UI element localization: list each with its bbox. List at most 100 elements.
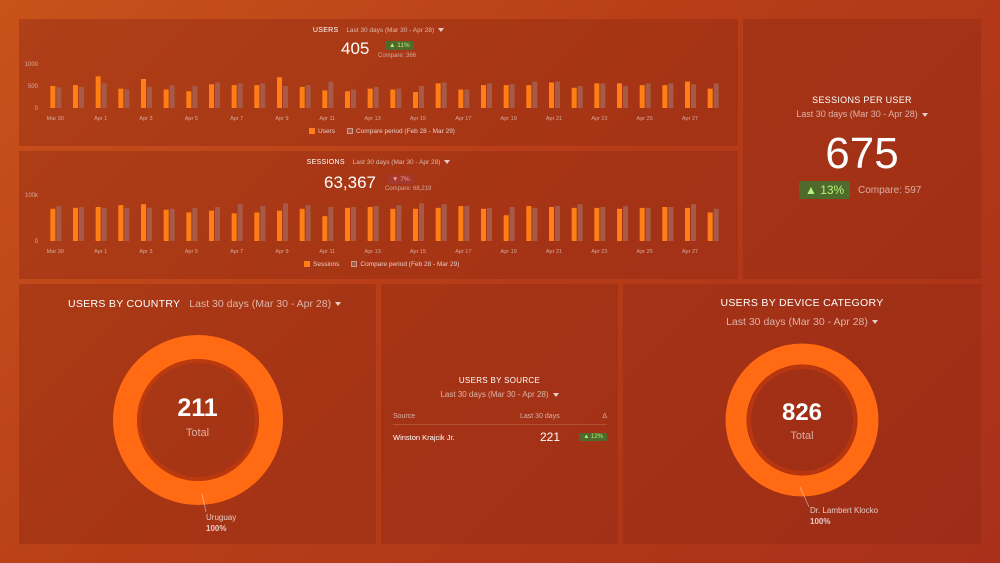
bar-primary[interactable] — [435, 207, 441, 241]
bar-primary[interactable] — [118, 88, 124, 108]
col-last-30-days[interactable]: Last 30 days — [520, 413, 560, 420]
bar-primary[interactable] — [254, 85, 260, 108]
bar-primary[interactable] — [707, 88, 713, 108]
bar-primary[interactable] — [549, 206, 554, 241]
bar-compare[interactable] — [215, 206, 220, 241]
bar-primary[interactable] — [163, 89, 169, 108]
bar-compare[interactable] — [555, 81, 560, 108]
bar-primary[interactable] — [594, 207, 600, 241]
bar-compare[interactable] — [691, 84, 696, 108]
col-source[interactable]: Source — [393, 413, 416, 420]
bar-primary[interactable] — [413, 92, 418, 108]
bar-compare[interactable] — [147, 86, 152, 108]
bar-primary[interactable] — [299, 86, 305, 108]
bar-compare[interactable] — [124, 207, 130, 241]
bar-compare[interactable] — [373, 86, 379, 108]
bar-primary[interactable] — [481, 85, 486, 108]
bar-compare[interactable] — [419, 203, 424, 241]
users-range-dropdown[interactable]: Last 30 days (Mar 30 - Apr 28) — [346, 27, 445, 34]
bar-compare[interactable] — [645, 207, 651, 241]
table-row[interactable]: Winston Krajcik Jr. 221 ▲ 12% — [393, 430, 607, 446]
legend-users[interactable]: Users — [309, 128, 335, 135]
bar-primary[interactable] — [458, 206, 464, 241]
bar-compare[interactable] — [509, 84, 515, 108]
bar-compare[interactable] — [396, 88, 402, 108]
bar-primary[interactable] — [50, 208, 56, 241]
bar-primary[interactable] — [549, 82, 554, 108]
bar-compare[interactable] — [691, 204, 696, 241]
bar-primary[interactable] — [617, 83, 622, 108]
bar-primary[interactable] — [526, 85, 532, 108]
bar-compare[interactable] — [169, 208, 175, 241]
bar-compare[interactable] — [192, 207, 198, 241]
bar-primary[interactable] — [50, 86, 56, 108]
bar-primary[interactable] — [299, 208, 305, 241]
bar-primary[interactable] — [141, 204, 146, 241]
bar-compare[interactable] — [215, 82, 220, 108]
bar-primary[interactable] — [526, 206, 532, 241]
bar-primary[interactable] — [141, 78, 146, 108]
legend-sessions[interactable]: Sessions — [304, 261, 339, 268]
bar-primary[interactable] — [254, 212, 260, 241]
bar-primary[interactable] — [186, 212, 192, 241]
bar-compare[interactable] — [509, 206, 515, 241]
bar-compare[interactable] — [419, 86, 424, 108]
bar-primary[interactable] — [639, 207, 645, 241]
bar-primary[interactable] — [503, 215, 509, 241]
bar-primary[interactable] — [209, 210, 214, 241]
bar-primary[interactable] — [503, 85, 509, 108]
bar-primary[interactable] — [118, 205, 124, 241]
bar-primary[interactable] — [367, 88, 373, 108]
bar-primary[interactable] — [186, 91, 192, 108]
bar-compare[interactable] — [441, 204, 447, 241]
bar-compare[interactable] — [79, 206, 84, 241]
bar-compare[interactable] — [260, 206, 266, 241]
bar-compare[interactable] — [101, 207, 107, 241]
legend-compare[interactable]: Compare period (Feb 28 - Mar 29) — [351, 261, 459, 268]
legend-compare[interactable]: Compare period (Feb 28 - Mar 29) — [346, 128, 455, 135]
bar-compare[interactable] — [668, 83, 674, 108]
bar-primary[interactable] — [594, 83, 600, 108]
bar-compare[interactable] — [577, 86, 583, 108]
bar-primary[interactable] — [458, 89, 464, 108]
bar-primary[interactable] — [662, 206, 668, 241]
country-donut[interactable] — [19, 284, 376, 544]
bar-compare[interactable] — [600, 206, 606, 241]
sessions-range-dropdown[interactable]: Last 30 days (Mar 30 - Apr 28) — [353, 159, 451, 166]
bar-compare[interactable] — [464, 206, 470, 241]
bar-primary[interactable] — [73, 207, 78, 241]
bar-compare[interactable] — [487, 207, 492, 241]
bar-compare[interactable] — [147, 207, 152, 241]
bar-compare[interactable] — [169, 85, 175, 108]
bar-compare[interactable] — [555, 206, 560, 241]
device-range-dropdown[interactable]: Last 30 days (Mar 30 - Apr 28) — [623, 316, 981, 328]
bar-compare[interactable] — [351, 89, 356, 108]
bar-compare[interactable] — [577, 204, 583, 241]
bar-compare[interactable] — [487, 83, 492, 108]
bar-primary[interactable] — [481, 208, 486, 241]
bar-primary[interactable] — [390, 208, 396, 241]
bar-compare[interactable] — [192, 86, 198, 108]
bar-primary[interactable] — [322, 216, 328, 241]
bar-primary[interactable] — [345, 91, 350, 108]
bar-compare[interactable] — [56, 206, 62, 241]
bar-primary[interactable] — [163, 209, 169, 241]
bar-compare[interactable] — [283, 86, 288, 108]
bar-compare[interactable] — [124, 89, 130, 108]
bar-primary[interactable] — [685, 207, 690, 241]
bar-compare[interactable] — [79, 86, 84, 108]
col-delta[interactable]: Δ — [602, 413, 607, 420]
bar-primary[interactable] — [95, 76, 101, 108]
source-range-dropdown[interactable]: Last 30 days (Mar 30 - Apr 28) — [381, 390, 618, 399]
bar-compare[interactable] — [351, 206, 356, 241]
bar-compare[interactable] — [623, 206, 628, 241]
country-range-dropdown[interactable]: Last 30 days (Mar 30 - Apr 28) — [189, 298, 342, 310]
device-donut[interactable] — [623, 284, 981, 544]
bar-compare[interactable] — [668, 206, 674, 241]
bar-compare[interactable] — [623, 86, 628, 108]
bar-compare[interactable] — [645, 83, 651, 108]
bar-compare[interactable] — [283, 203, 288, 241]
bar-compare[interactable] — [328, 206, 334, 241]
bar-compare[interactable] — [260, 83, 266, 108]
bar-compare[interactable] — [396, 205, 402, 241]
